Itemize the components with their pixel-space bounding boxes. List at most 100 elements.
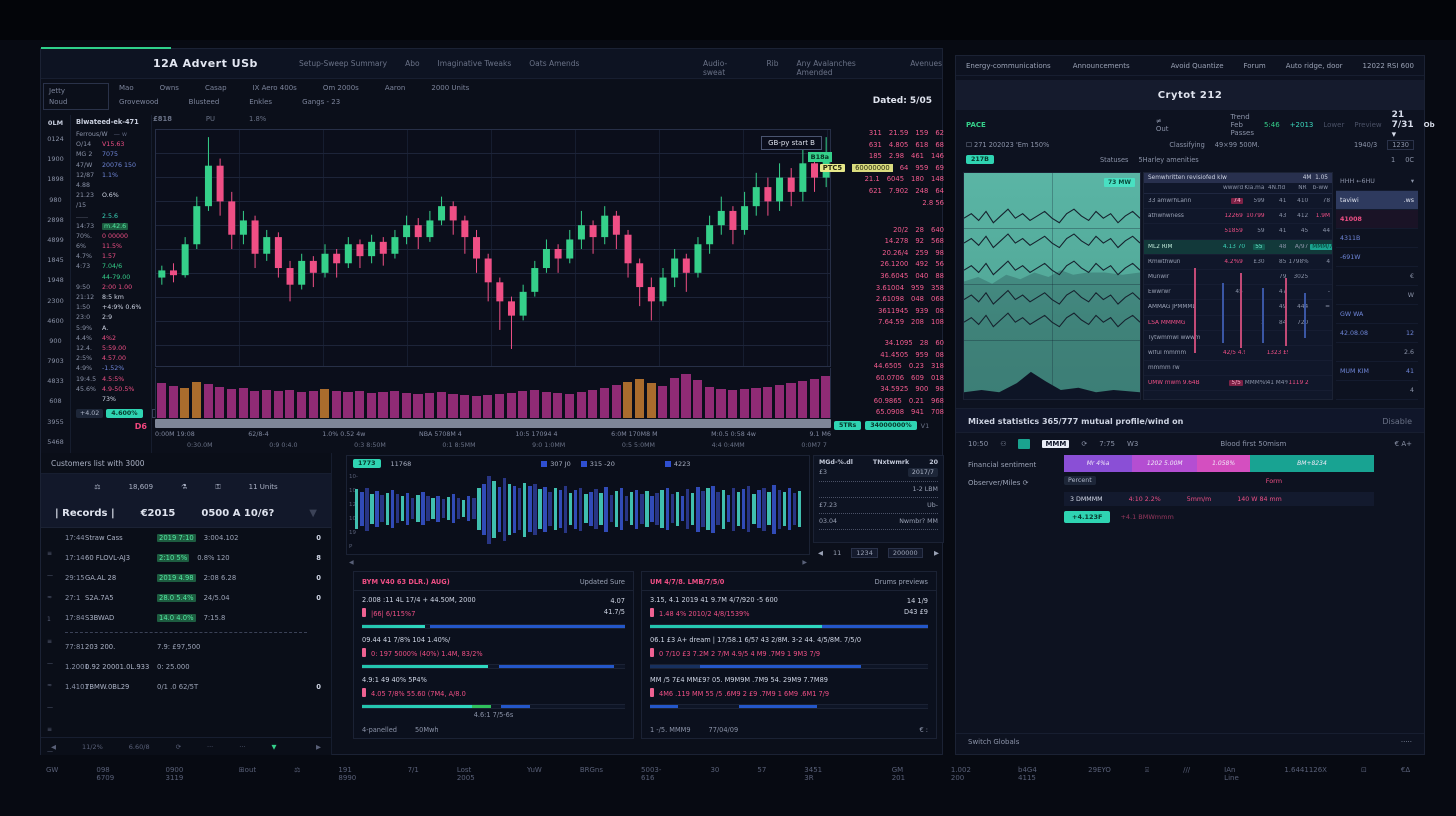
watchlist-row[interactable]: 4.88 [76, 182, 147, 189]
table-row[interactable]: 17:44 Straw Cass 2019 7:10 3:004.102 0 [41, 528, 331, 548]
grid-table-row[interactable]: Ewwrwr 45 47 - [1144, 285, 1332, 301]
order-book-row[interactable]: 2.61098 048 068 [834, 295, 944, 303]
mini-row[interactable]: £7.23 Ub- [819, 502, 938, 509]
slider-track[interactable] [819, 497, 938, 498]
menu-item[interactable]: Oats Amends [529, 59, 580, 68]
menu-item[interactable]: Energy-communications [966, 61, 1051, 70]
watchlist-row[interactable]: Ferrous/W — w [76, 131, 147, 138]
grid-table-row[interactable]: Munwir 79 3025 [1144, 270, 1332, 286]
watch-chip-teal[interactable]: 4.600% [106, 408, 143, 418]
order-book-row[interactable]: 20.26/4 259 98 [834, 249, 944, 257]
status-item[interactable]: 191 8990 [338, 766, 357, 782]
book-button-1[interactable]: 5TRs [834, 421, 862, 431]
filter-icon[interactable]: ▼ [309, 508, 317, 519]
status-item[interactable]: IAn Line [1224, 766, 1239, 782]
toolbar-item[interactable]: IX Aero 400s [252, 84, 297, 92]
gradient-segment[interactable]: 1202 5.00M [1132, 455, 1198, 472]
refresh-icon[interactable]: ⟳ [1081, 440, 1088, 448]
toolbar-item[interactable]: Om 2000s [322, 84, 359, 92]
watchlist-row[interactable]: 23:0 2:9 [76, 314, 147, 321]
menu-item[interactable]: Auto ridge, door [1285, 61, 1343, 70]
order-book-row[interactable]: 621 7.902 248 64 [834, 187, 944, 195]
order-book-row[interactable]: 26.1200 492 56 [834, 260, 944, 268]
watchlist-row[interactable]: ...... 2.5.6 [76, 213, 147, 220]
histogram-scrollbar[interactable]: ◀ ▶ [349, 558, 807, 566]
side-column-row[interactable]: -691W [1336, 248, 1418, 267]
table-row[interactable]: 1.4101 7BMW.0BL29 0/1 .0 62/5T 0 [41, 677, 331, 697]
menu-item[interactable]: Imaginative Tweaks [437, 59, 512, 68]
watchlist-row[interactable]: 4.4% 4%2 [76, 335, 147, 342]
watchlist-row[interactable]: 2:5% 4.57.00 [76, 355, 147, 362]
lower-label[interactable]: Lower [1323, 121, 1345, 129]
next-icon[interactable]: ▶ [316, 742, 321, 751]
status-item[interactable]: YuW [527, 766, 542, 774]
refresh-icon[interactable]: ⟳ [175, 742, 182, 751]
watchlist-row[interactable]: 4:9% -1.52% [76, 365, 147, 372]
grid-column-header[interactable]: 4N.fid [1267, 185, 1286, 191]
toolbar-item[interactable]: Mao [119, 84, 134, 92]
pager-size[interactable]: 200000 [887, 548, 923, 558]
watchlist-row[interactable]: 47/W 20076 150 [76, 162, 147, 169]
mini-row[interactable]: £3 2017/7 [819, 468, 938, 477]
status-item[interactable]: 7/1 [407, 766, 419, 774]
pager-page[interactable]: 11 [833, 549, 842, 557]
order-book-row[interactable]: 3611945 939 08 [834, 307, 944, 315]
table-row[interactable]: 29:15 GA.AL 28 2019 4.98 2:08 6.28 0 [41, 568, 331, 588]
pager-next-icon[interactable]: ▶ [934, 549, 939, 557]
person-icon[interactable]: ⚇ [1000, 440, 1007, 448]
side-column-row[interactable]: 4311B [1336, 229, 1418, 248]
gradient-segment[interactable]: BM+8234 [1249, 455, 1374, 472]
toolbar-item[interactable]: Gangs - 23 [302, 98, 341, 106]
status-item[interactable]: GM 201 [891, 766, 906, 782]
grid-table-row[interactable]: AMMAG JPMMML 49 444 = [1144, 300, 1332, 316]
slider-track[interactable] [819, 513, 938, 514]
watchlist-row[interactable]: 70%. 0 00000 [76, 233, 147, 240]
order-row[interactable]: MM /5 7£4 MM£9? 05. M9M9M .7M9 54. 29M9 … [642, 671, 936, 709]
teal-tool-icon[interactable] [1018, 439, 1031, 449]
percent-pill[interactable]: Percent [1064, 476, 1096, 485]
menu-item[interactable]: Avenues [910, 59, 942, 68]
order-book-row[interactable]: 3.61004 959 358 [834, 284, 944, 292]
candlestick-plot[interactable]: GB-py start B B18a [155, 129, 832, 367]
status-item[interactable]: 098 6709 [96, 766, 115, 782]
order-book-row[interactable]: 60.0706 609 018 [834, 374, 944, 382]
records-header[interactable]: | Records | [55, 508, 115, 519]
status-item[interactable]: ⊡ [1360, 766, 1367, 774]
more-icon[interactable]: ··· [207, 742, 214, 751]
order-book-row[interactable]: 36.6045 040 88 [834, 272, 944, 280]
grid-column-header[interactable]: wwwrd d.fi [1222, 185, 1244, 191]
timeframe-box[interactable]: Jetty Noud [43, 83, 109, 110]
toolbar-item[interactable]: Aaron [384, 84, 406, 92]
status-item[interactable]: /// [1183, 766, 1191, 774]
grid-table-row[interactable]: 51859 59 41 45 44 [1144, 224, 1332, 240]
down-caret-icon[interactable]: ▼ [271, 742, 277, 751]
grid-column-header[interactable]: Kla.ma [1244, 185, 1265, 191]
table-row[interactable]: 77:81 203 200. 7.9: £97,500 [41, 637, 331, 657]
mmm-chip[interactable]: MMM [1042, 440, 1070, 448]
order-book-row[interactable]: 34.1095 28 60 [834, 339, 944, 347]
watchlist-row[interactable]: 44-79.00 [76, 274, 147, 281]
count-chip[interactable]: 1230 [1387, 140, 1414, 150]
order-row[interactable]: 4.9:1 49 40% 5P4% 4.05 7/8% 55.60 (7M4, A… [354, 671, 633, 719]
toolbar-item[interactable]: Enkles [249, 98, 273, 106]
book-button-2[interactable]: 34000000% [865, 421, 917, 431]
timeframe-option[interactable]: Jetty [49, 87, 66, 95]
grid-table-row[interactable]: athwhwness 12269 10799 43 412 1.9M [1144, 209, 1332, 225]
menu-item[interactable]: Rib [766, 59, 779, 68]
status-item[interactable]: Lost 2005 [456, 766, 475, 782]
table-row[interactable]: 27:1 S2A.7A5 28.0 5.4% 24/5.04 0 [41, 588, 331, 608]
side-column-row[interactable]: HHH ←6HU ▾ [1336, 172, 1418, 191]
toolbar-item[interactable]: Casap [204, 84, 227, 92]
status-item[interactable]: ⌻ [1144, 766, 1150, 774]
menu-item[interactable]: Announcements [1072, 61, 1130, 70]
status-item[interactable]: ⊞out [238, 766, 257, 774]
pace-label[interactable]: PACE [966, 121, 986, 129]
watchlist-row[interactable]: 14:73 m.42.6 [76, 222, 147, 230]
menu-item[interactable]: Forum [1243, 61, 1266, 70]
watchlist-row[interactable]: 21:12 8:5 km [76, 294, 147, 301]
menu-item[interactable]: 12022 RSI 600 [1362, 61, 1414, 70]
watchlist-row[interactable]: 5:9% A. [76, 325, 147, 332]
watchlist-row[interactable]: 6% 11.5% [76, 243, 147, 250]
